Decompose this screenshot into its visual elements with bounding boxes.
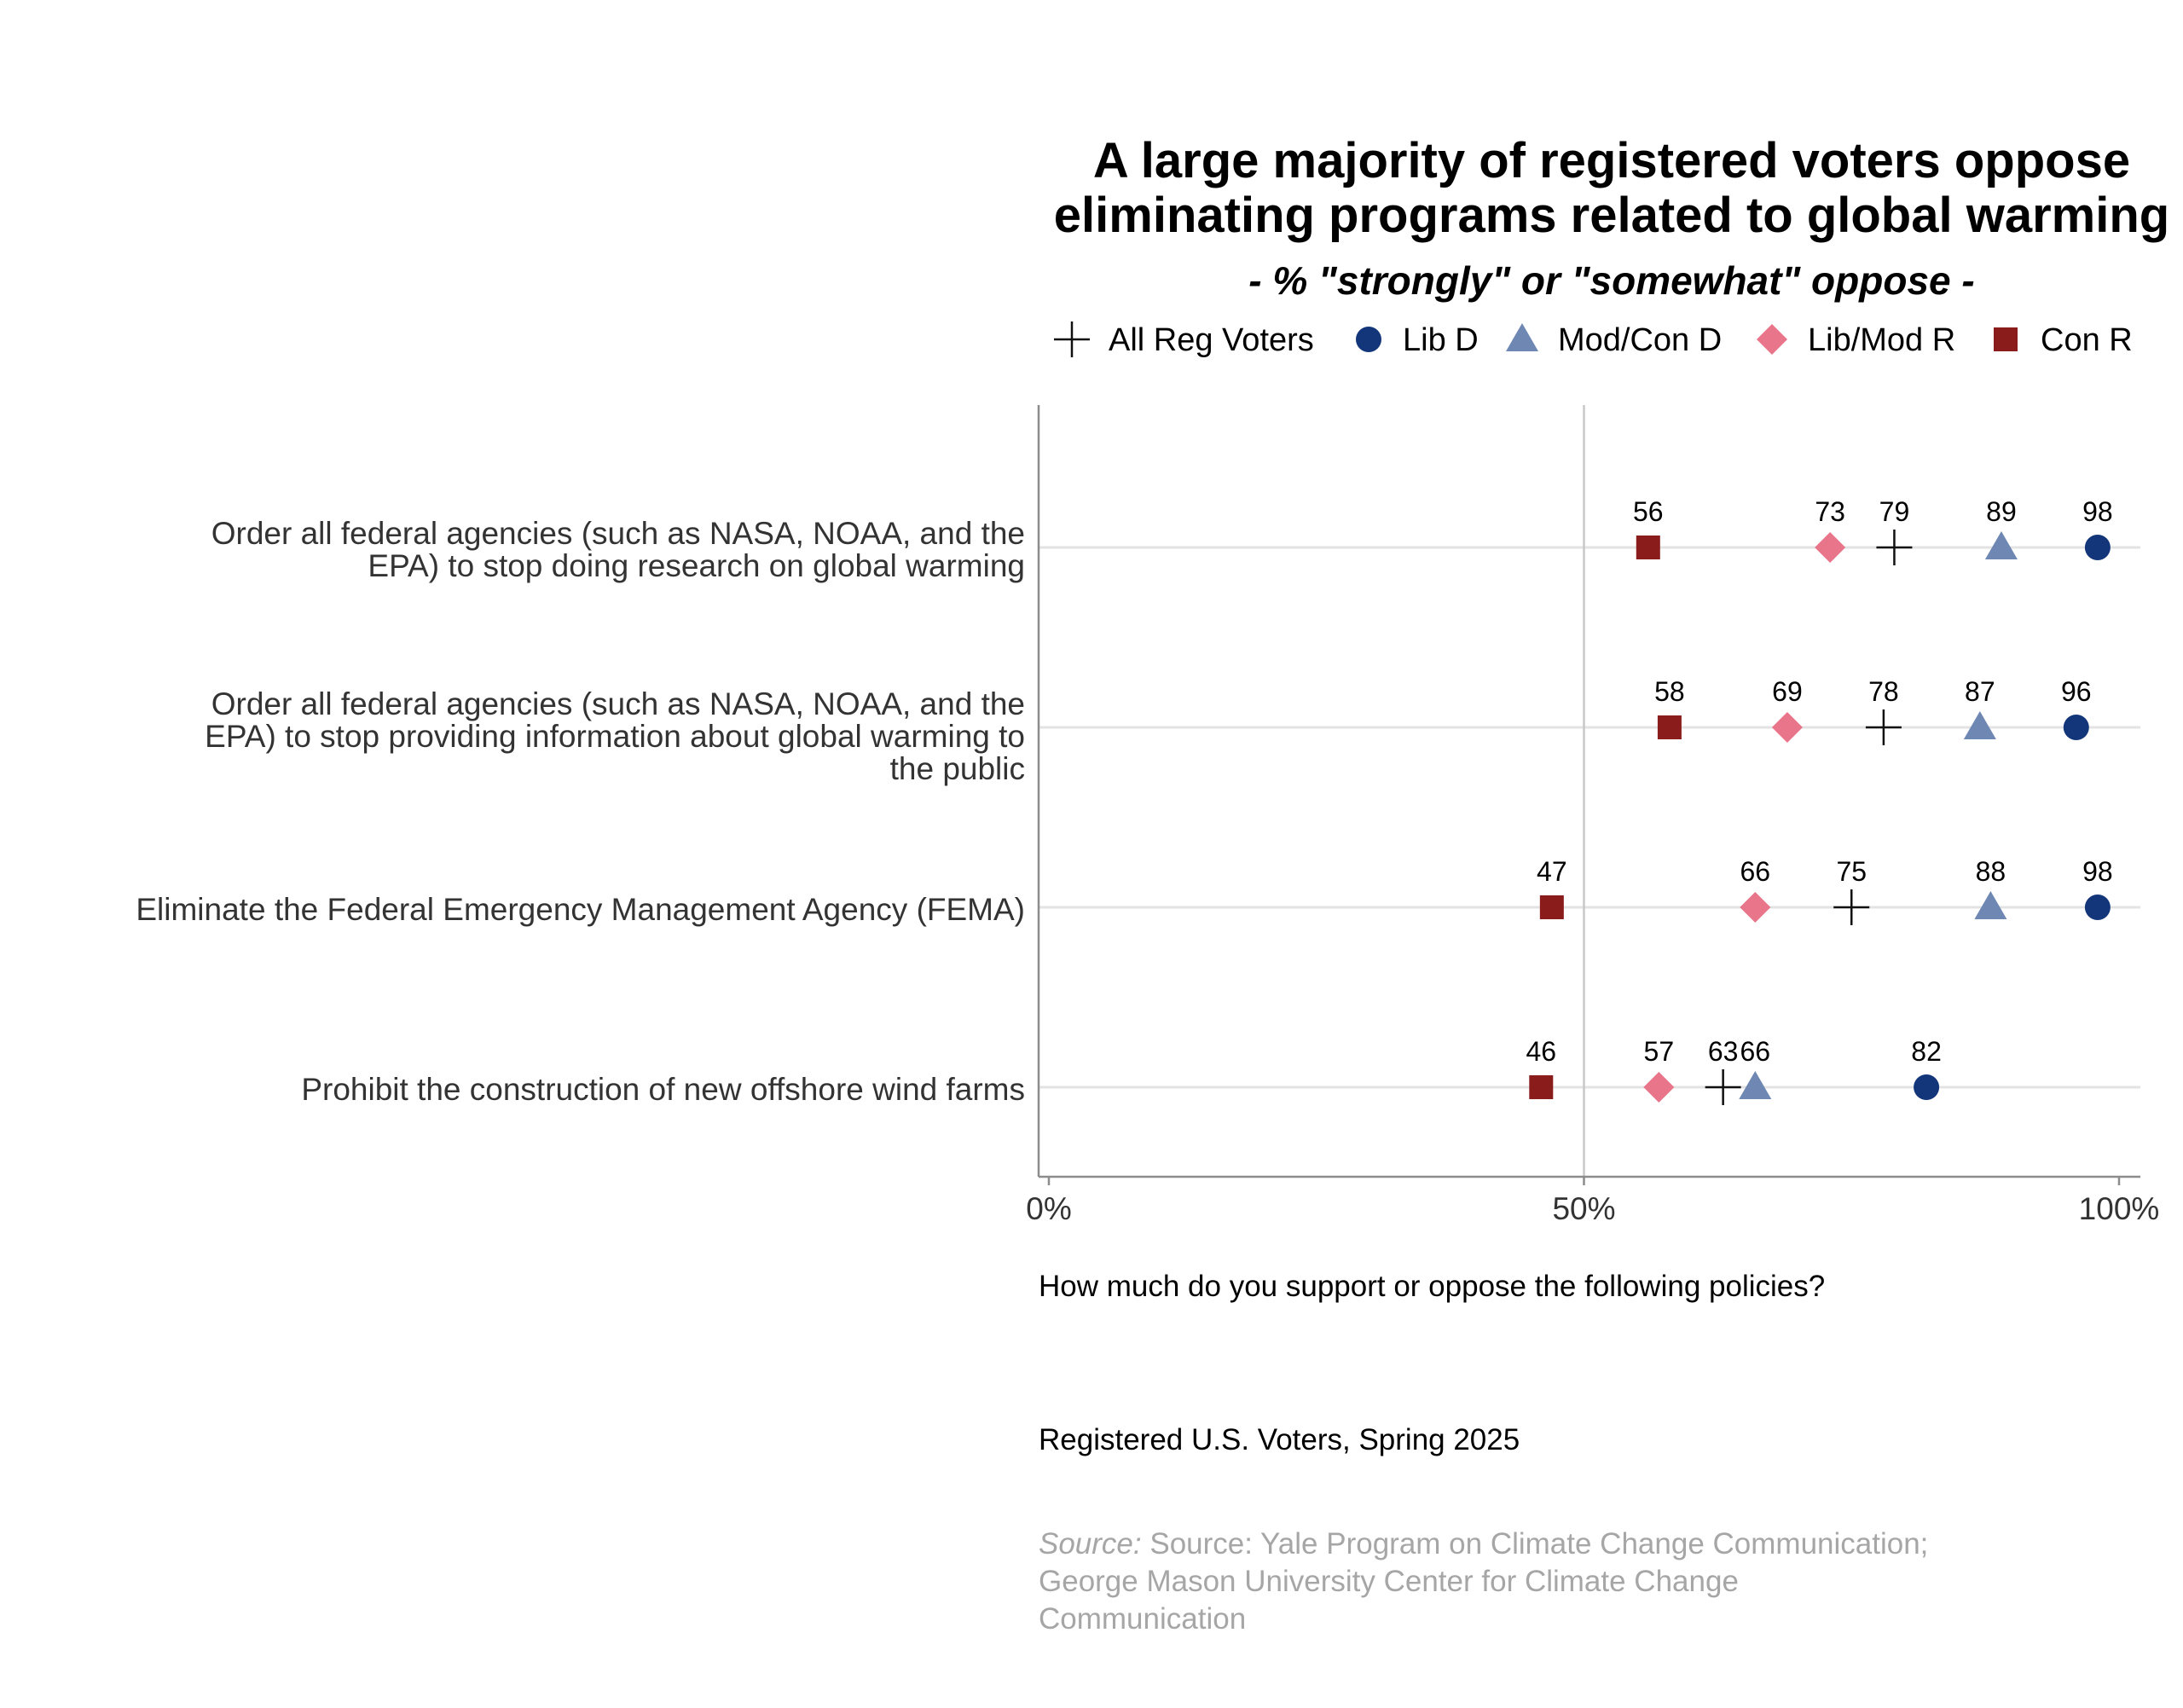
category-label: the public — [890, 751, 1025, 786]
data-point-circle — [2084, 895, 2111, 920]
data-point-square — [1657, 715, 1682, 739]
legend-marker-square-icon — [1994, 327, 2018, 351]
source-line: George Mason University Center for Clima… — [1039, 1565, 1739, 1598]
x-tick-label: 100% — [2079, 1191, 2160, 1226]
source-line: Communication — [1039, 1602, 1246, 1636]
data-label: 56 — [1633, 496, 1664, 527]
question-caption: How much do you support or oppose the fo… — [1039, 1270, 1825, 1303]
category-label: Eliminate the Federal Emergency Manageme… — [136, 892, 1025, 927]
x-tick-label: 50% — [1552, 1191, 1615, 1226]
data-label: 46 — [1526, 1036, 1557, 1067]
data-point-cross — [1865, 709, 1902, 745]
data-point-diamond — [1740, 892, 1771, 923]
data-point-triangle — [1963, 711, 1996, 739]
data-label: 66 — [1740, 856, 1771, 887]
data-point-circle — [2084, 535, 2111, 560]
data-point-circle — [1914, 1074, 1940, 1100]
data-point-diamond — [1771, 712, 1803, 743]
legend-marker-circle-icon — [1356, 327, 1381, 352]
data-label: 69 — [1772, 676, 1803, 707]
data-point-cross — [1833, 889, 1870, 925]
data-point-cross — [1705, 1069, 1741, 1105]
legend-entry: All Reg Voters — [1109, 322, 1314, 358]
legend-marker-cross-icon — [1054, 321, 1090, 357]
data-label: 98 — [2082, 856, 2113, 887]
data-point-square — [1529, 1075, 1554, 1099]
category-label: Order all federal agencies (such as NASA… — [211, 516, 1025, 551]
data-label: 58 — [1654, 676, 1685, 707]
data-label: 98 — [2082, 496, 2113, 527]
caption: How much do you support or oppose the fo… — [1039, 1270, 1928, 1636]
chart-title: A large majority of registered voters op… — [1054, 133, 2169, 243]
data-point-triangle — [1984, 531, 2018, 559]
data-point-triangle — [1739, 1071, 1772, 1099]
legend: All Reg Voters Lib D Mod/Con D Lib/Mod R Con… — [1054, 321, 2133, 358]
data-point-cross — [1876, 530, 1913, 565]
data-label: 79 — [1879, 496, 1910, 527]
chart-title-line: eliminating programs related to global w… — [1054, 188, 2169, 243]
legend-entry: Con R — [2041, 322, 2133, 358]
data-label: 78 — [1868, 676, 1899, 707]
data-point-diamond — [1815, 532, 1846, 563]
population-caption: Registered U.S. Voters, Spring 2025 — [1039, 1423, 1520, 1456]
legend-entry: Mod/Con D — [1558, 322, 1722, 358]
category-label: Prohibit the construction of new offshor… — [301, 1072, 1025, 1107]
data-label: 88 — [1976, 856, 2006, 887]
data-label: 82 — [1911, 1036, 1942, 1067]
data-label: 87 — [1965, 676, 1995, 707]
chart-title-line: A large majority of registered voters op… — [1093, 133, 2130, 188]
category-label: EPA) to stop providing information about… — [205, 719, 1025, 754]
data-label: 73 — [1815, 496, 1845, 527]
category-label: EPA) to stop doing research on global wa… — [368, 548, 1025, 583]
source-text: Source: Yale Program on Climate Change C… — [1142, 1527, 1929, 1560]
data-point-square — [1539, 895, 1564, 919]
data-label: 63 — [1708, 1036, 1739, 1067]
data-point-circle — [2063, 715, 2089, 740]
plot-area: 0% 50% 100% Order all federal agencies (suc… — [136, 405, 2159, 1226]
legend-marker-diamond-icon — [1757, 324, 1787, 355]
legend-entry: Lib/Mod R — [1808, 322, 1955, 358]
data-point-diamond — [1643, 1072, 1675, 1103]
data-label: 89 — [1986, 496, 2017, 527]
source-prefix: Source: — [1039, 1527, 1142, 1560]
data-label: 47 — [1537, 856, 1567, 887]
legend-entry: Lib D — [1403, 322, 1479, 358]
data-label: 96 — [2061, 676, 2092, 707]
data-label: 75 — [1836, 856, 1867, 887]
data-point-triangle — [1974, 891, 2007, 919]
legend-marker-triangle-icon — [1506, 323, 1538, 351]
source-line: Source: Source: Yale Program on Climate … — [1039, 1527, 1928, 1560]
data-point-square — [1636, 536, 1660, 559]
data-label: 66 — [1740, 1036, 1771, 1067]
chart-subtitle: - % "strongly" or "somewhat" oppose - — [1248, 258, 1974, 303]
data-label: 57 — [1644, 1036, 1675, 1067]
category-label: Order all federal agencies (such as NASA… — [211, 686, 1025, 721]
x-tick-label: 0% — [1026, 1191, 1071, 1226]
